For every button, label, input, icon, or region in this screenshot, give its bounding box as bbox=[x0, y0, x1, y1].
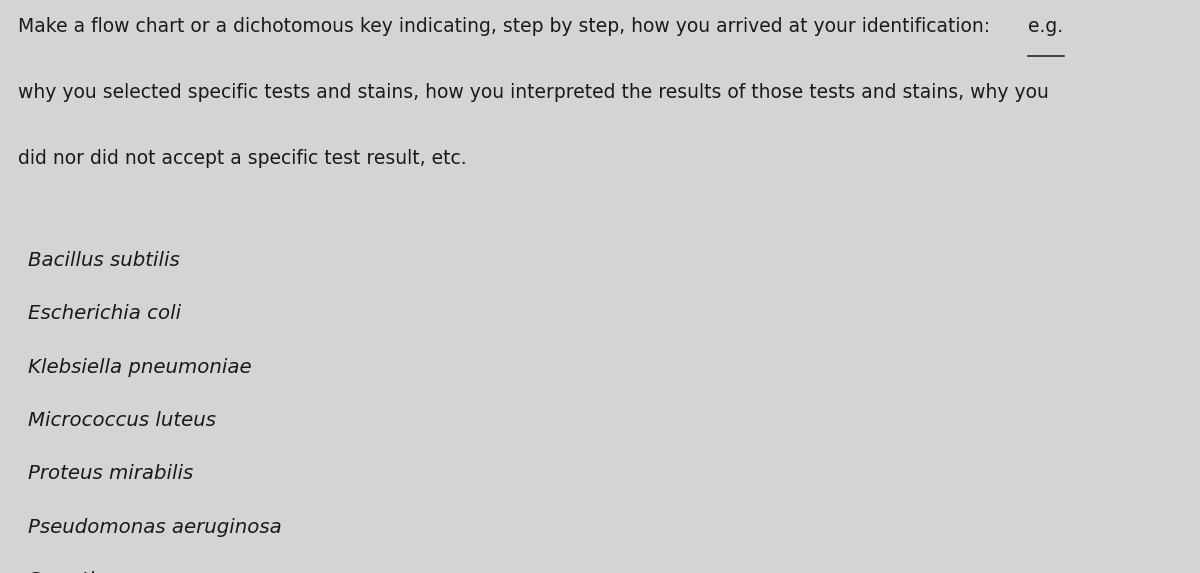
Text: Serratia marcescens: Serratia marcescens bbox=[28, 571, 230, 573]
Text: Klebsiella pneumoniae: Klebsiella pneumoniae bbox=[28, 358, 251, 376]
Text: why you selected specific tests and stains, how you interpreted the results of t: why you selected specific tests and stai… bbox=[18, 83, 1049, 102]
Text: did nor did not accept a specific test result, etc.: did nor did not accept a specific test r… bbox=[18, 149, 467, 168]
Text: Make a flow chart or a dichotomous key indicating, step by step, how you arrived: Make a flow chart or a dichotomous key i… bbox=[18, 17, 1002, 36]
Text: Micrococcus luteus: Micrococcus luteus bbox=[28, 411, 216, 430]
Text: Pseudomonas aeruginosa: Pseudomonas aeruginosa bbox=[28, 517, 281, 536]
Text: Escherichia coli: Escherichia coli bbox=[28, 304, 181, 323]
Text: Bacillus subtilis: Bacillus subtilis bbox=[28, 251, 179, 270]
Text: e.g.: e.g. bbox=[1028, 17, 1063, 36]
Text: Proteus mirabilis: Proteus mirabilis bbox=[28, 464, 193, 483]
